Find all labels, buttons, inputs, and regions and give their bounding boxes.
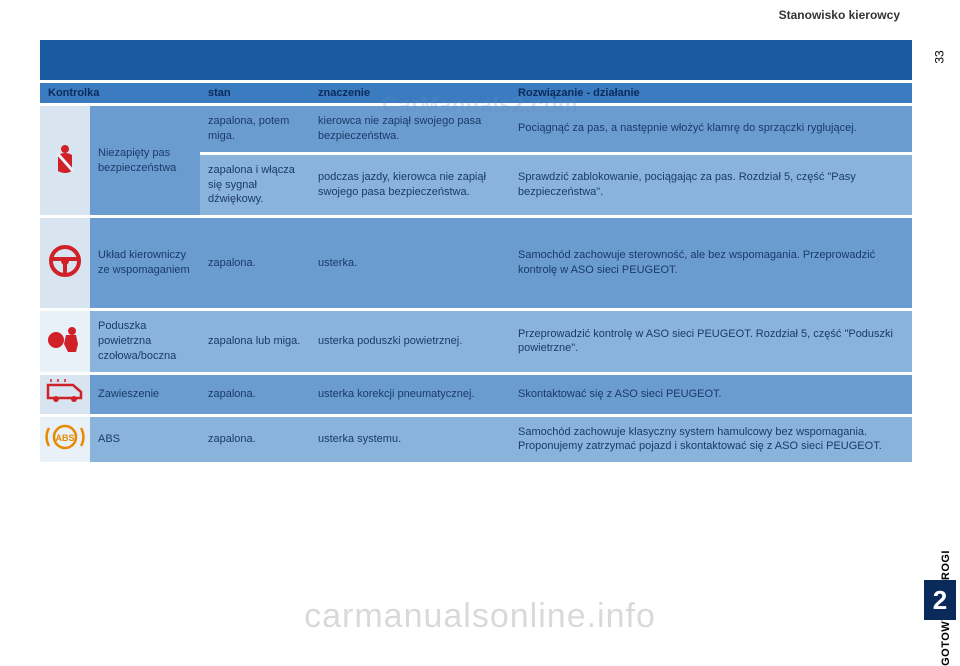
abs-icon: ABS (44, 422, 86, 452)
page-number: 33 (932, 50, 946, 63)
col-kontrolka: Kontrolka (40, 83, 200, 103)
action-cell: Skontaktować się z ASO sieci PEUGEOT. (510, 375, 912, 414)
name-cell: Poduszka powietrzna czołowa/boczna (90, 311, 200, 372)
action-cell: Pociągnąć za pas, a następnie włożyć kla… (510, 106, 912, 152)
table-header-row: Kontrolka stan znaczenie Rozwiązanie - d… (40, 83, 912, 103)
icon-cell (40, 218, 90, 308)
table-row: Niezapięty pas bezpieczeństwa zapalona, … (40, 106, 912, 152)
icon-cell (40, 106, 90, 215)
meaning-cell: usterka poduszki powietrznej. (310, 311, 510, 372)
meaning-cell: usterka systemu. (310, 417, 510, 463)
right-sidebar: 33 GOTOWY DO DROGI 2 (920, 0, 960, 640)
meaning-cell: usterka. (310, 218, 510, 308)
state-cell: zapalona. (200, 375, 310, 414)
action-cell: Samochód zachowuje sterowność, ale bez w… (510, 218, 912, 308)
name-cell: Układ kierowniczy ze wspomaganiem (90, 218, 200, 308)
name-cell: ABS (90, 417, 200, 463)
state-cell: zapalona lub miga. (200, 311, 310, 372)
watermark-bottom: carmanualsonline.info (304, 597, 656, 636)
steering-wheel-icon (48, 244, 82, 278)
name-cell: Niezapięty pas bezpieczeństwa (90, 106, 200, 215)
name-cell: Zawieszenie (90, 375, 200, 414)
table-row: Poduszka powietrzna czołowa/boczna zapal… (40, 311, 912, 372)
meaning-cell: kierowca nie zapiął swojego pasa bezpiec… (310, 106, 510, 152)
action-cell: Sprawdzić zablokowanie, pociągając za pa… (510, 155, 912, 216)
action-cell: Przeprowadzić kontrolę w ASO sieci PEUGE… (510, 311, 912, 372)
state-cell: zapalona i włącza się sygnał dźwiękowy. (200, 155, 310, 216)
content-area: Kontrolka stan znaczenie Rozwiązanie - d… (40, 40, 912, 465)
table-row: Układ kierowniczy ze wspomaganiem zapalo… (40, 218, 912, 308)
col-stan: stan (200, 83, 310, 103)
icon-cell: ABS (40, 417, 90, 463)
state-cell: zapalona. (200, 417, 310, 463)
table-row: Zawieszenie zapalona. usterka korekcji p… (40, 375, 912, 414)
col-znaczenie: znaczenie (310, 83, 510, 103)
page-header-title: Stanowisko kierowcy (779, 8, 900, 22)
table-row: ABS ABS zapalona. usterka systemu. Samoc… (40, 417, 912, 463)
icon-cell (40, 311, 90, 372)
action-cell: Samochód zachowuje klasyczny system hamu… (510, 417, 912, 463)
airbag-icon (46, 324, 84, 354)
meaning-cell: usterka korekcji pneumatycznej. (310, 375, 510, 414)
state-cell: zapalona, potem miga. (200, 106, 310, 152)
meaning-cell: podczas jazdy, kierowca nie zapiął swoje… (310, 155, 510, 216)
suspension-van-icon (45, 379, 85, 405)
seatbelt-icon (48, 141, 82, 175)
chapter-number-box: 2 (924, 580, 956, 620)
top-banner (40, 40, 912, 80)
state-cell: zapalona. (200, 218, 310, 308)
warning-lights-table: Kontrolka stan znaczenie Rozwiązanie - d… (40, 80, 912, 465)
svg-text:ABS: ABS (55, 433, 74, 443)
icon-cell (40, 375, 90, 414)
col-rozwiazanie: Rozwiązanie - działanie (510, 83, 912, 103)
